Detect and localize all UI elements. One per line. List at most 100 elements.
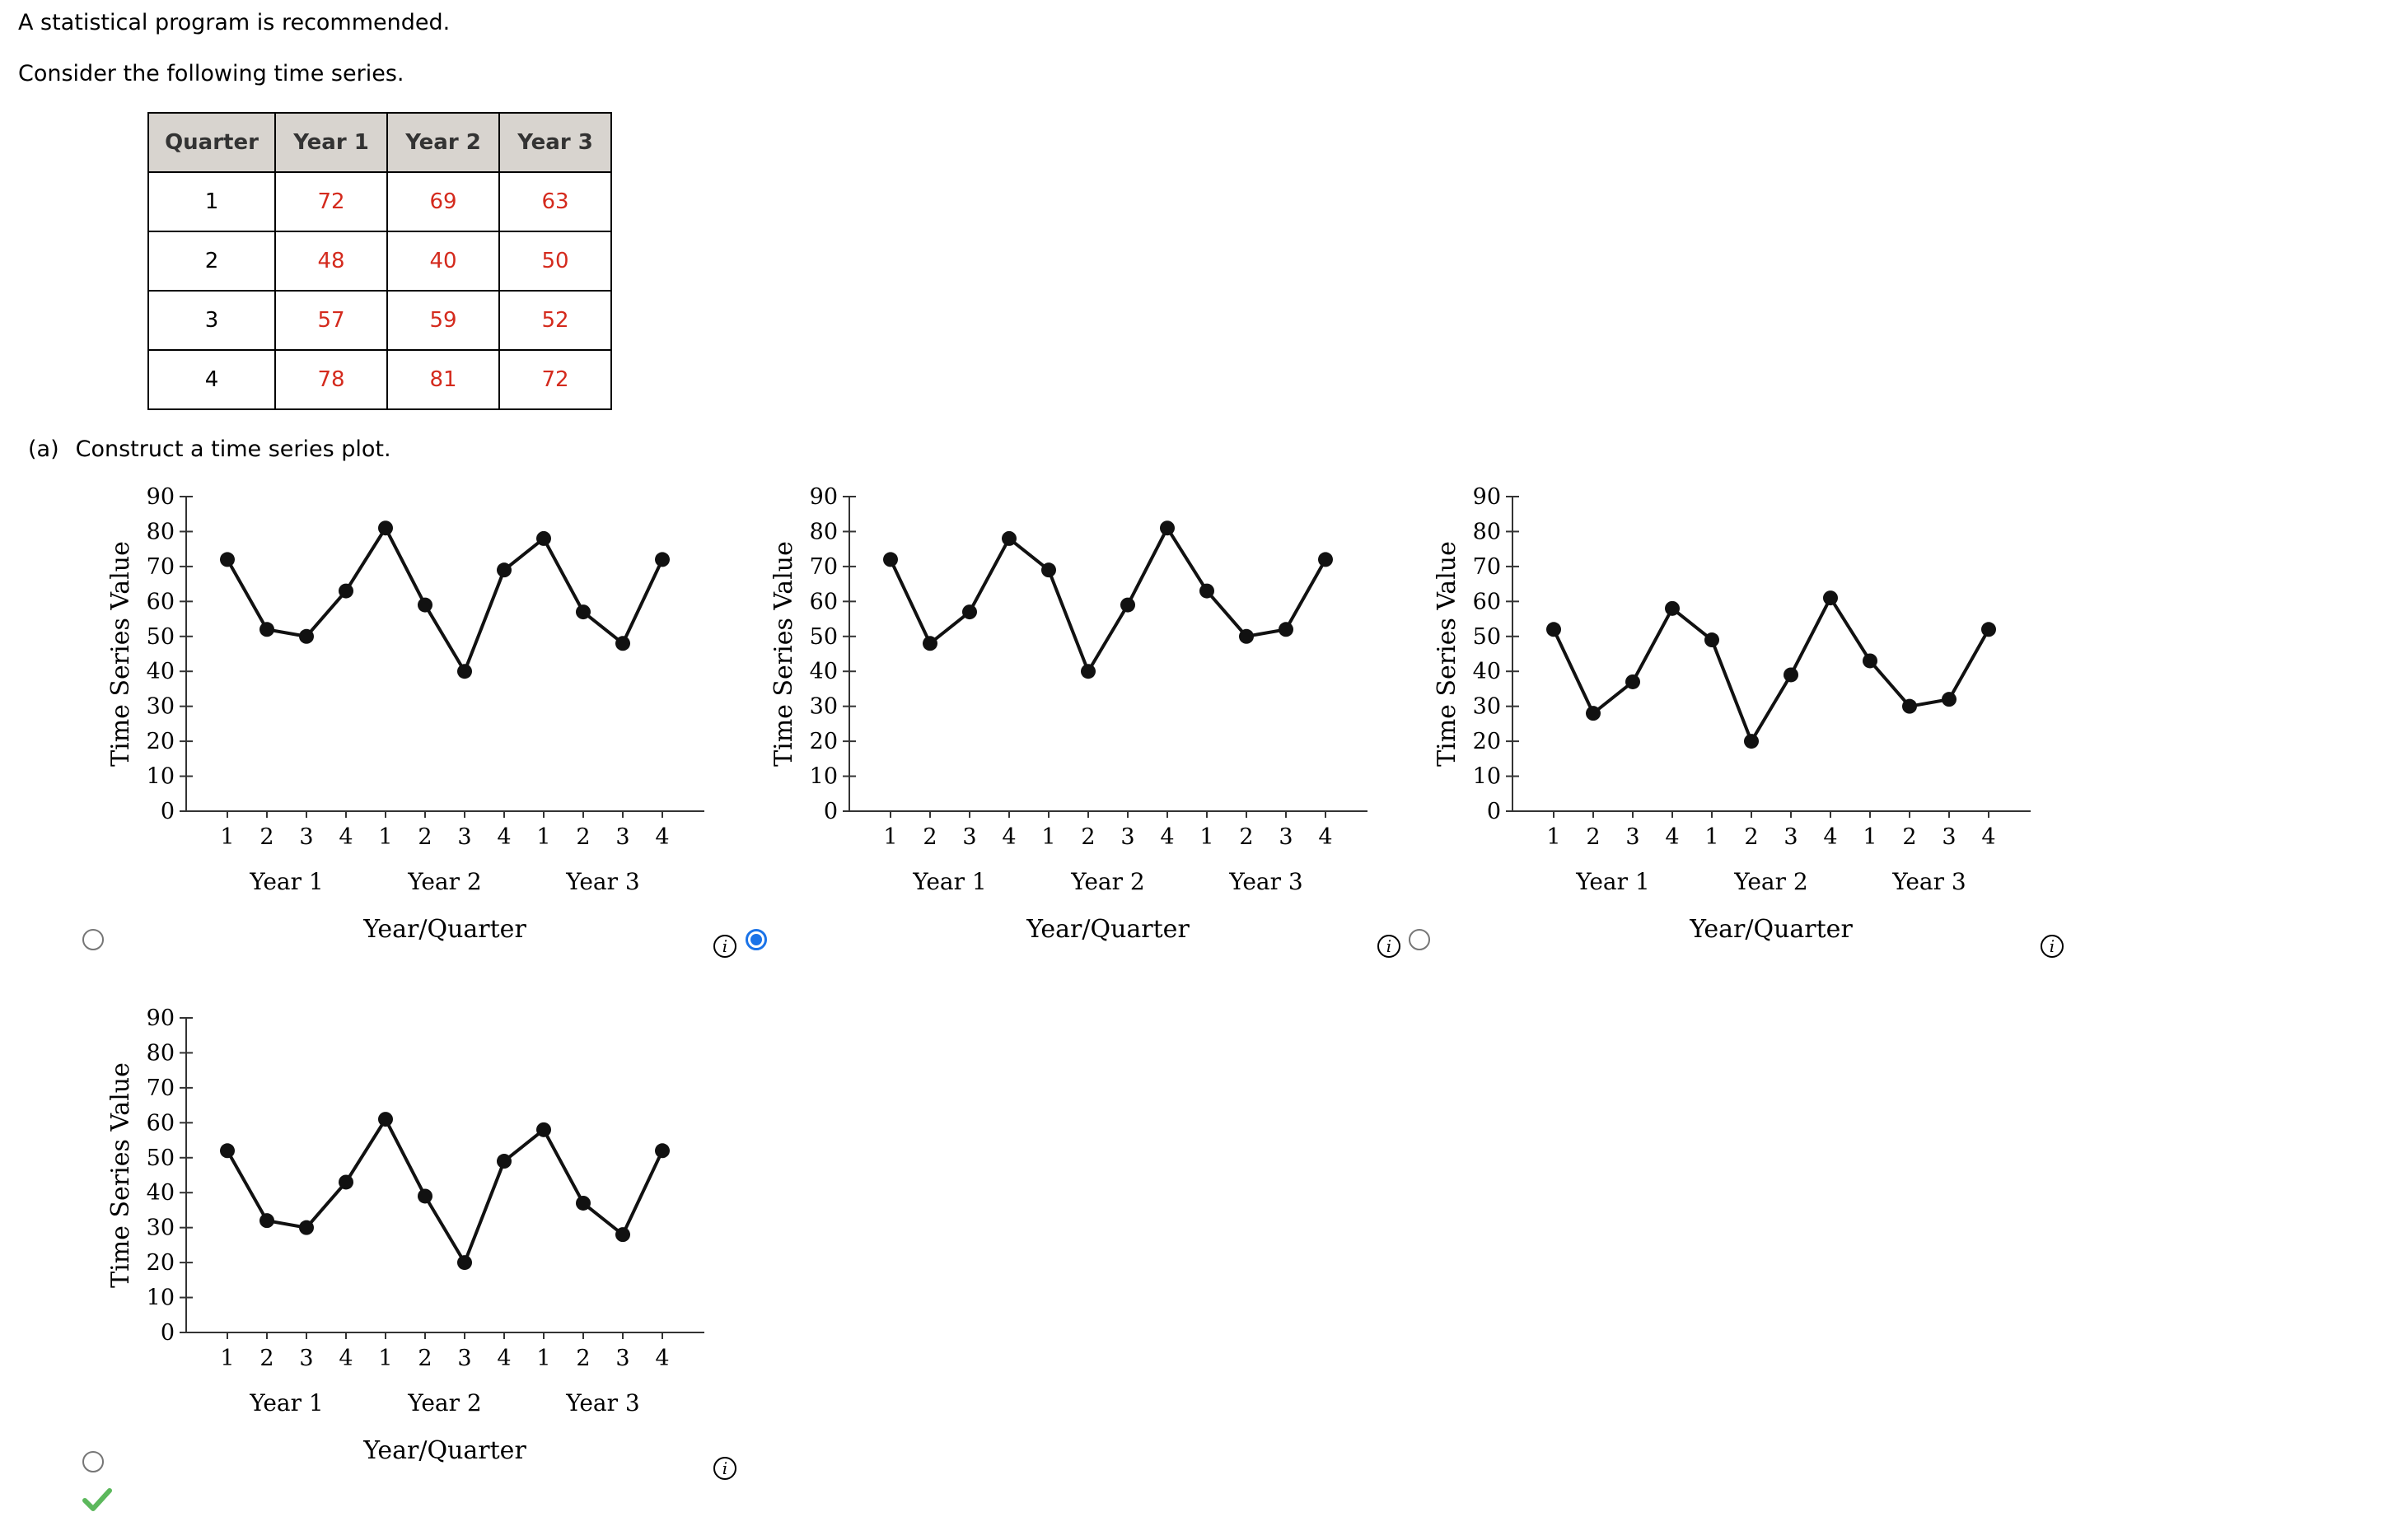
part-a-text: Construct a time series plot. (75, 436, 391, 462)
y-tick-label: 90 (147, 1006, 175, 1031)
y-tick-label: 70 (147, 1076, 175, 1101)
data-point (299, 628, 314, 644)
option-3-radio[interactable] (1409, 929, 1430, 950)
data-point (1002, 530, 1017, 546)
x-tick-label: 4 (1002, 824, 1016, 850)
question-text: Consider the following time series. (18, 61, 404, 86)
part-a-prompt: (a) Construct a time series plot. (28, 436, 391, 462)
data-point (378, 1112, 393, 1127)
y-tick-label: 0 (161, 1320, 175, 1346)
y-tick-label: 70 (1473, 554, 1501, 580)
year-label: Year 3 (565, 868, 639, 895)
data-point (962, 604, 977, 620)
x-tick-label: 4 (1823, 824, 1837, 850)
data-point (1041, 562, 1056, 578)
x-tick-label: 3 (1279, 824, 1293, 850)
x-tick-label: 4 (497, 824, 511, 850)
data-point (1942, 692, 1957, 707)
info-icon[interactable]: i (713, 1457, 736, 1480)
y-tick-label: 0 (161, 799, 175, 824)
data-point (1239, 628, 1254, 644)
x-tick-label: 4 (1981, 824, 1995, 850)
value-cell: 78 (274, 349, 388, 410)
data-point (1704, 632, 1719, 648)
data-point (536, 1122, 551, 1137)
x-tick-label: 4 (655, 1346, 669, 1371)
data-point (615, 636, 630, 651)
x-tick-label: 2 (1081, 824, 1095, 850)
data-point (1863, 653, 1877, 669)
table-row: 2 48 40 50 (147, 231, 612, 292)
year-label: Year 2 (1733, 868, 1807, 895)
info-icon[interactable]: i (713, 935, 736, 958)
x-tick-label: 1 (1546, 824, 1560, 850)
y-axis-title: Time Series Value (1433, 541, 1461, 767)
y-tick-label: 50 (147, 624, 175, 650)
data-point (497, 562, 512, 578)
y-tick-label: 60 (147, 1110, 175, 1136)
option-4-radio[interactable] (82, 1451, 104, 1472)
x-tick-label: 2 (418, 824, 432, 850)
y-tick-label: 30 (1473, 694, 1501, 720)
option-1-radio[interactable] (82, 929, 104, 950)
data-point (1625, 674, 1640, 689)
data-point (418, 1188, 432, 1204)
y-tick-label: 0 (1487, 799, 1501, 824)
x-tick-label: 4 (339, 1346, 353, 1371)
x-tick-label: 3 (1784, 824, 1798, 850)
year-label: Year 2 (407, 868, 481, 895)
x-tick-label: 3 (457, 1346, 471, 1371)
y-tick-label: 20 (810, 729, 838, 754)
y-tick-label: 10 (147, 1286, 175, 1311)
data-point (418, 597, 432, 613)
y-tick-label: 70 (147, 554, 175, 580)
value-cell: 69 (386, 171, 500, 232)
x-tick-label: 1 (1041, 824, 1055, 850)
x-tick-label: 3 (615, 824, 629, 850)
data-point (497, 1154, 512, 1169)
value-cell: 48 (274, 231, 388, 292)
x-tick-label: 3 (457, 824, 471, 850)
x-tick-label: 3 (615, 1346, 629, 1371)
series-line (226, 1116, 664, 1267)
y-tick-label: 60 (810, 589, 838, 614)
year-label: Year 1 (1575, 868, 1649, 895)
table-header-row: Quarter Year 1 Year 2 Year 3 (147, 112, 612, 173)
year-label: Year 1 (249, 868, 323, 895)
x-tick-label: 1 (1199, 824, 1213, 850)
data-point (339, 583, 353, 599)
value-cell: 81 (386, 349, 500, 410)
y-tick-label: 60 (1473, 589, 1501, 614)
header-year-2: Year 2 (386, 112, 500, 173)
quarter-cell: 2 (147, 231, 276, 292)
year-label: Year 2 (407, 1389, 481, 1416)
y-tick-label: 80 (147, 1040, 175, 1066)
y-tick-label: 20 (147, 1250, 175, 1276)
x-tick-label: 2 (259, 824, 273, 850)
quarter-cell: 4 (147, 349, 276, 410)
option-2-radio[interactable] (746, 929, 767, 950)
quarter-cell: 3 (147, 290, 276, 351)
x-axis-title: Year/Quarter (1026, 915, 1190, 944)
value-cell: 57 (274, 290, 388, 351)
x-tick-label: 2 (576, 1346, 590, 1371)
data-point (457, 664, 472, 679)
series-line (889, 525, 1327, 675)
x-tick-label: 2 (259, 1346, 273, 1371)
info-icon[interactable]: i (1377, 935, 1400, 958)
data-point (1199, 583, 1214, 599)
x-tick-label: 2 (576, 824, 590, 850)
x-axis-title: Year/Quarter (1689, 915, 1853, 944)
x-axis-title: Year/Quarter (362, 915, 526, 944)
x-tick-label: 2 (923, 824, 937, 850)
x-axis-title: Year/Quarter (362, 1436, 526, 1465)
value-cell: 50 (498, 231, 612, 292)
data-point (259, 1213, 274, 1229)
header-year-3: Year 3 (498, 112, 612, 173)
y-tick-label: 40 (147, 659, 175, 684)
info-icon[interactable]: i (2041, 935, 2064, 958)
x-tick-label: 1 (883, 824, 897, 850)
x-tick-label: 2 (1744, 824, 1758, 850)
x-tick-label: 2 (1586, 824, 1600, 850)
